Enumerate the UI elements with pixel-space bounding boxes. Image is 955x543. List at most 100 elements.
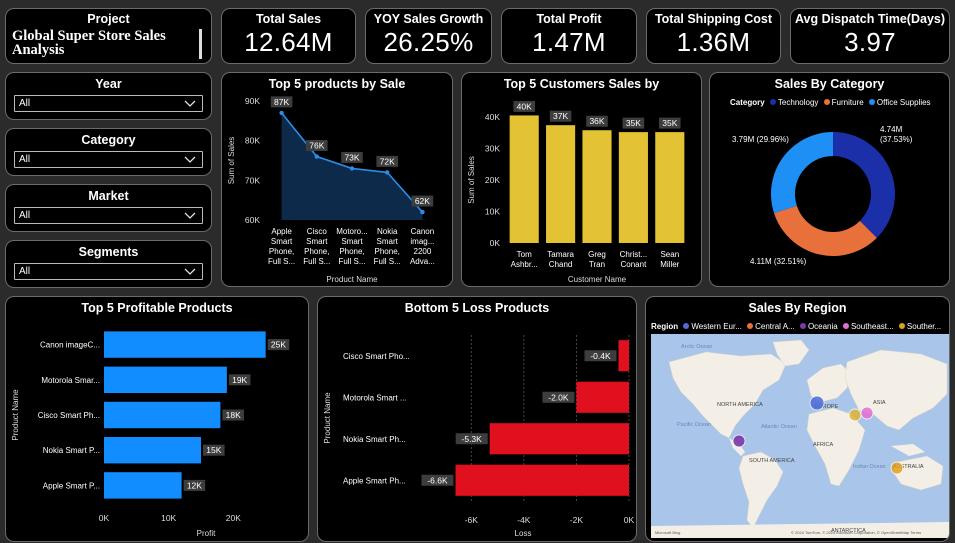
segments-slicer: Segments All [5, 240, 212, 288]
data-label-bg [222, 409, 244, 421]
x-tick-label: Full S... [338, 257, 365, 266]
sales-area [281, 112, 423, 220]
legend-dot-southeast [842, 323, 849, 329]
legend-dot-technology [769, 99, 776, 105]
x-tick-label: 10K [161, 513, 176, 523]
market-slicer-title: Market [88, 189, 129, 203]
customer-bar [655, 132, 685, 243]
dispatch-time-value: 3.97 [844, 27, 896, 57]
chevron-down-icon [184, 268, 196, 275]
bottom5-loss-chart: -0.4K Cisco Smart Pho... -2.0K Motorola Sma… [323, 335, 635, 538]
x-tick-label: Phone, [375, 247, 400, 256]
data-label: 37K [553, 111, 568, 121]
x-tick-label: Tran [589, 260, 605, 269]
x-tick-label: Smart [377, 237, 399, 246]
legend-central-asia[interactable]: Central A... [755, 322, 795, 331]
y-tick-label: Apple Smart Ph... [343, 476, 406, 485]
africa-landmass [806, 407, 866, 487]
x-tick-label: Tom [517, 250, 532, 259]
year-dropdown-value: All [19, 98, 31, 109]
region-legend-title: Region [651, 322, 679, 331]
market-dropdown[interactable]: All [14, 207, 203, 224]
data-point [420, 209, 425, 215]
yoy-growth-title: YOY Sales Growth [373, 12, 484, 26]
data-label: 36K [589, 116, 604, 126]
legend-furniture[interactable]: Furniture [831, 98, 864, 107]
x-tick-label: Phone, [269, 247, 294, 256]
asia-label: ASIA [873, 400, 886, 406]
antarctica-landmass [651, 522, 949, 538]
australia-label: AUSTRALIA [893, 464, 924, 470]
loss-bar [576, 381, 629, 413]
profit-bar [104, 472, 182, 499]
x-tick-label: Full S... [303, 257, 330, 266]
oceania-bubble[interactable] [732, 434, 746, 448]
x-axis-title: Loss [515, 529, 532, 538]
x-tick-label: Full S... [268, 257, 295, 266]
legend-western-europe[interactable]: Western Eur... [691, 322, 742, 331]
data-label: -6.6K [427, 475, 448, 485]
data-label: 12K [187, 480, 202, 490]
x-tick-label: Tamara [547, 250, 574, 259]
data-label: 40K [517, 101, 532, 111]
total-sales-value: 12.64M [244, 27, 333, 57]
world-map[interactable]: Arctic Ocean NORTH AMERICA EUROPE ASIA A… [651, 334, 950, 538]
data-label-bg [341, 151, 363, 163]
category-legend: Category Technology Furniture Office Sup… [730, 98, 931, 107]
data-label-bg [513, 100, 535, 112]
data-label: 35K [662, 118, 677, 128]
x-tick-label: Sean [660, 250, 679, 259]
slice-label: (37.53%) [880, 135, 913, 144]
data-label-bg [306, 140, 328, 152]
category-legend-title: Category [730, 98, 765, 107]
top5-products-title: Top 5 products by Sale [268, 77, 406, 91]
southern-asia-bubble[interactable] [890, 461, 904, 475]
chevron-down-icon [184, 212, 196, 219]
x-tick-label: 2200 [414, 247, 432, 256]
indian-ocean-label: Indian Ocean [853, 464, 886, 470]
y-tick-label: 0K [490, 238, 501, 248]
y-tick-label: Nokia Smart Ph... [343, 435, 406, 444]
yoy-growth-value: 26.25% [383, 27, 474, 57]
y-tick-label: 30K [485, 144, 500, 154]
x-tick-label: Conant [621, 260, 648, 269]
y-tick-label: 40K [485, 112, 500, 122]
data-label: 18K [226, 410, 241, 420]
data-point [314, 154, 319, 159]
y-tick-label: 60K [245, 215, 260, 225]
data-label: 87K [274, 97, 289, 107]
yoy-growth-card: YOY Sales Growth 26.25% [365, 8, 492, 64]
profit-bar [104, 331, 266, 358]
legend-dot-southern [898, 323, 905, 329]
y-tick-label: 20K [485, 175, 500, 185]
legend-technology[interactable]: Technology [777, 98, 819, 107]
sales-category-chart: 4.74M(37.53%) 4.11M (32.51%) 3.79M (29.96%… [732, 125, 913, 266]
western-europe-bubble[interactable] [809, 395, 825, 411]
central-asia-bubble[interactable] [848, 408, 862, 422]
segments-dropdown-value: All [19, 266, 31, 277]
slice-label: 3.79M (29.96%) [732, 135, 789, 144]
project-value: Global Super Store Sales Analysis [10, 29, 202, 59]
data-label-bg [228, 374, 251, 386]
legend-southern[interactable]: Souther... [906, 322, 942, 331]
x-tick-label: 0K [99, 513, 110, 523]
data-label-bg [421, 474, 454, 486]
segments-dropdown[interactable]: All [14, 263, 203, 280]
y-axis-title: Sum of Sales [227, 137, 236, 185]
legend-oceania[interactable]: Oceania [807, 322, 838, 331]
x-axis-title: Product Name [326, 275, 378, 284]
year-dropdown[interactable]: All [14, 95, 203, 112]
x-tick-label: Adva... [410, 257, 435, 266]
project-card: Project Global Super Store Sales Analysi… [5, 8, 212, 64]
data-label: 76K [309, 141, 324, 151]
legend-southeast[interactable]: Southeast... [850, 322, 894, 331]
legend-office[interactable]: Office Supplies [876, 98, 931, 107]
market-slicer: Market All [5, 184, 212, 232]
project-title: Project [87, 12, 130, 26]
bottom5-loss-card: Bottom 5 Loss Products -0.4K Cisco Smart … [317, 296, 637, 542]
data-label-bg [622, 117, 645, 129]
category-dropdown[interactable]: All [14, 151, 203, 168]
southeast-asia-bubble[interactable] [860, 406, 874, 420]
total-sales-title: Total Sales [255, 12, 322, 26]
